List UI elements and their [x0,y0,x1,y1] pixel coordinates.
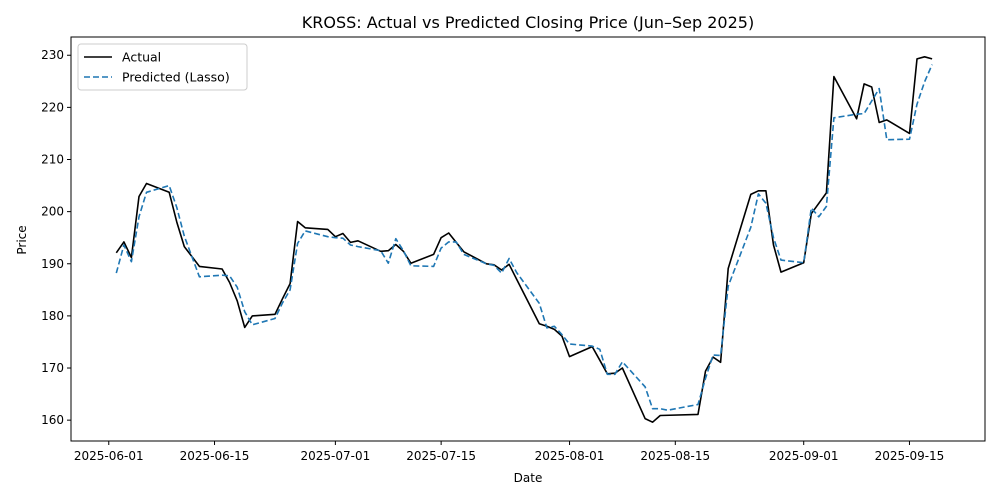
x-tick-label: 2025-07-15 [406,449,476,463]
y-tick-label: 170 [41,361,64,375]
y-axis-ticks: 160 170 180 190 200 210 220 230 [41,48,71,427]
y-tick-label: 180 [41,309,64,323]
x-tick-label: 2025-07-01 [301,449,371,463]
y-tick-label: 190 [41,257,64,271]
y-tick-label: 220 [41,100,64,114]
y-tick-label: 200 [41,205,64,219]
x-tick-label: 2025-06-01 [74,449,144,463]
chart-title: KROSS: Actual vs Predicted Closing Price… [302,13,754,32]
x-tick-label: 2025-09-01 [769,449,839,463]
series-layer [115,55,933,424]
legend-label: Predicted (Lasso) [122,70,230,85]
x-tick-label: 2025-09-15 [875,449,945,463]
y-tick-label: 210 [41,153,64,167]
x-tick-label: 2025-06-15 [180,449,250,463]
x-axis-label: Date [514,471,543,485]
legend-box [77,43,248,91]
y-tick-label: 160 [41,413,64,427]
x-tick-label: 2025-08-01 [535,449,605,463]
series-line-actual [115,55,933,424]
plot-frame [70,36,986,442]
legend: Actual Predicted (Lasso) [77,43,248,91]
y-tick-label: 230 [41,48,64,62]
x-tick-label: 2025-08-15 [640,449,710,463]
y-axis-label: Price [15,225,29,254]
series-line-predicted [115,64,933,412]
legend-label: Actual [122,50,161,65]
x-axis-ticks: 2025-06-01 2025-06-15 2025-07-01 2025-07-15… [74,441,944,463]
